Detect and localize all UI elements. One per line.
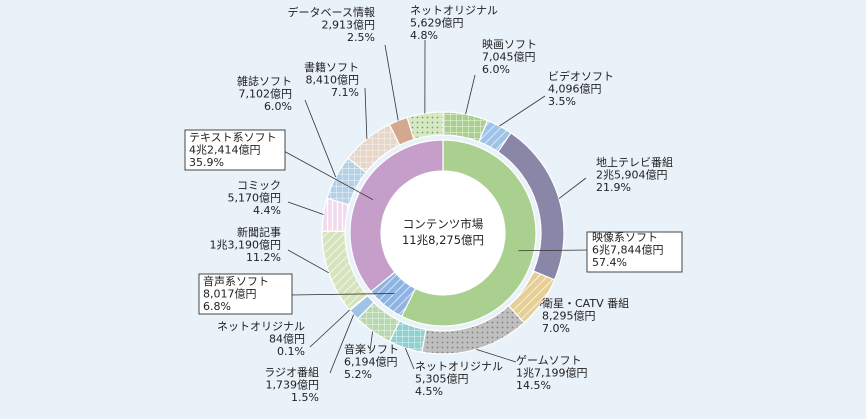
outer-label-0-name: 映画ソフト <box>482 38 537 51</box>
outer-label-0-amount: 7,045億円 <box>482 51 536 64</box>
outer-label-7-percent: 1.5% <box>291 391 319 404</box>
leader-lines <box>281 39 591 374</box>
outer-label-6-amount: 6,194億円 <box>344 356 398 369</box>
inner-label-2-amount: 4兆2,414億円 <box>189 144 261 157</box>
outer-label-8-amount: 84億円 <box>269 333 305 346</box>
outer-label-10-percent: 4.4% <box>253 204 281 217</box>
inner-label-0-name: 映像系ソフト <box>592 231 658 244</box>
outer-label-13-name: データベース情報 <box>288 5 375 19</box>
outer-leader-8 <box>309 309 350 348</box>
outer-label-2-amount: 2兆5,904億円 <box>596 169 668 182</box>
outer-leader-11 <box>304 99 337 178</box>
outer-label-10-amount: 5,170億円 <box>228 192 282 205</box>
outer-label-0-percent: 6.0% <box>482 63 510 76</box>
outer-leader-9 <box>287 249 329 274</box>
outer-label-12-percent: 7.1% <box>331 86 359 99</box>
outer-label-5-amount: 5,305億円 <box>415 373 469 386</box>
outer-label-4-percent: 14.5% <box>516 379 551 392</box>
inner-leader-0 <box>518 249 591 252</box>
outer-label-6-percent: 5.2% <box>344 368 372 381</box>
inner-label-box-0 <box>586 231 683 273</box>
inner-ring <box>349 139 537 327</box>
inner-label-box-2 <box>184 129 286 171</box>
center-hole <box>381 171 505 295</box>
outer-label-14-name: ネットオリジナル <box>410 4 498 17</box>
outer-label-9-name: 新聞記事 <box>237 225 281 239</box>
inner-label-1-percent: 6.8% <box>203 300 231 313</box>
outer-label-1-amount: 4,096億円 <box>548 83 602 96</box>
inner-label-0-percent: 57.4% <box>592 256 627 269</box>
outer-label-2-percent: 21.9% <box>596 181 631 194</box>
outer-leader-4 <box>476 348 517 363</box>
inner-label-2-name: テキスト系ソフト <box>189 131 277 144</box>
outer-label-14-percent: 4.8% <box>410 29 438 42</box>
outer-label-10-name: コミック <box>237 179 281 192</box>
outer-label-11-amount: 7,102億円 <box>239 88 293 101</box>
outer-leader-7 <box>329 314 355 374</box>
outer-leader-2 <box>558 177 587 199</box>
outer-label-2-name: 地上テレビ番組 <box>596 156 673 169</box>
outer-label-13-amount: 2,913億円 <box>322 19 376 32</box>
outer-leader-3 <box>539 302 542 307</box>
outer-leader-13 <box>384 44 399 121</box>
outer-label-7-amount: 1,739億円 <box>266 379 320 392</box>
center-label-line1: コンテンツ市場 <box>403 217 484 231</box>
inner-leader-2 <box>281 149 374 201</box>
outer-leader-12 <box>364 87 368 139</box>
outer-label-1-percent: 3.5% <box>548 95 576 108</box>
outer-label-3-percent: 7.0% <box>542 322 570 335</box>
outer-leader-1 <box>499 95 546 127</box>
inner-label-box-1 <box>198 273 293 315</box>
outer-label-12-amount: 8,410億円 <box>306 74 360 87</box>
outer-ring <box>321 111 565 355</box>
outer-label-11-percent: 6.0% <box>264 100 292 113</box>
inner-label-0-amount: 6兆7,844億円 <box>592 244 664 257</box>
outer-slice-14 <box>406 111 444 141</box>
outer-label-13-percent: 2.5% <box>347 31 375 44</box>
labels: 映画ソフト7,045億円6.0%ビデオソフト4,096億円3.5%地上テレビ番組… <box>184 4 683 404</box>
outer-label-7-name: ラジオ番組 <box>264 366 319 379</box>
outer-label-9-percent: 11.2% <box>246 251 281 264</box>
center-label-line2: 11兆8,275億円 <box>402 233 484 247</box>
outer-label-4-amount: 1兆7,199億円 <box>516 367 588 380</box>
outer-label-5-name: ネットオリジナル <box>415 360 503 373</box>
outer-label-3-amount: 8,295億円 <box>542 310 596 323</box>
inner-label-2-percent: 35.9% <box>189 156 224 169</box>
outer-label-9-amount: 1兆3,190億円 <box>210 239 282 252</box>
outer-label-11-name: 雑誌ソフト <box>237 74 292 88</box>
outer-label-12-name: 書籍ソフト <box>304 60 359 74</box>
outer-label-6-name: 音楽ソフト <box>344 342 399 356</box>
outer-label-8-percent: 0.1% <box>277 345 305 358</box>
outer-leader-5 <box>404 347 415 370</box>
inner-label-1-name: 音声系ソフト <box>203 274 269 288</box>
outer-label-3-name: 衛星・CATV 番組 <box>542 297 629 310</box>
outer-label-8-name: ネットオリジナル <box>217 320 305 333</box>
outer-leader-6 <box>369 331 374 352</box>
outer-label-14-amount: 5,629億円 <box>410 17 464 30</box>
inner-label-1-amount: 8,017億円 <box>203 288 257 301</box>
inner-leader-1 <box>289 293 395 296</box>
outer-label-1-name: ビデオソフト <box>548 69 614 83</box>
outer-label-4-name: ゲームソフト <box>516 354 582 367</box>
outer-leader-0 <box>465 74 476 115</box>
outer-leader-10 <box>287 201 324 215</box>
outer-label-5-percent: 4.5% <box>415 385 443 398</box>
